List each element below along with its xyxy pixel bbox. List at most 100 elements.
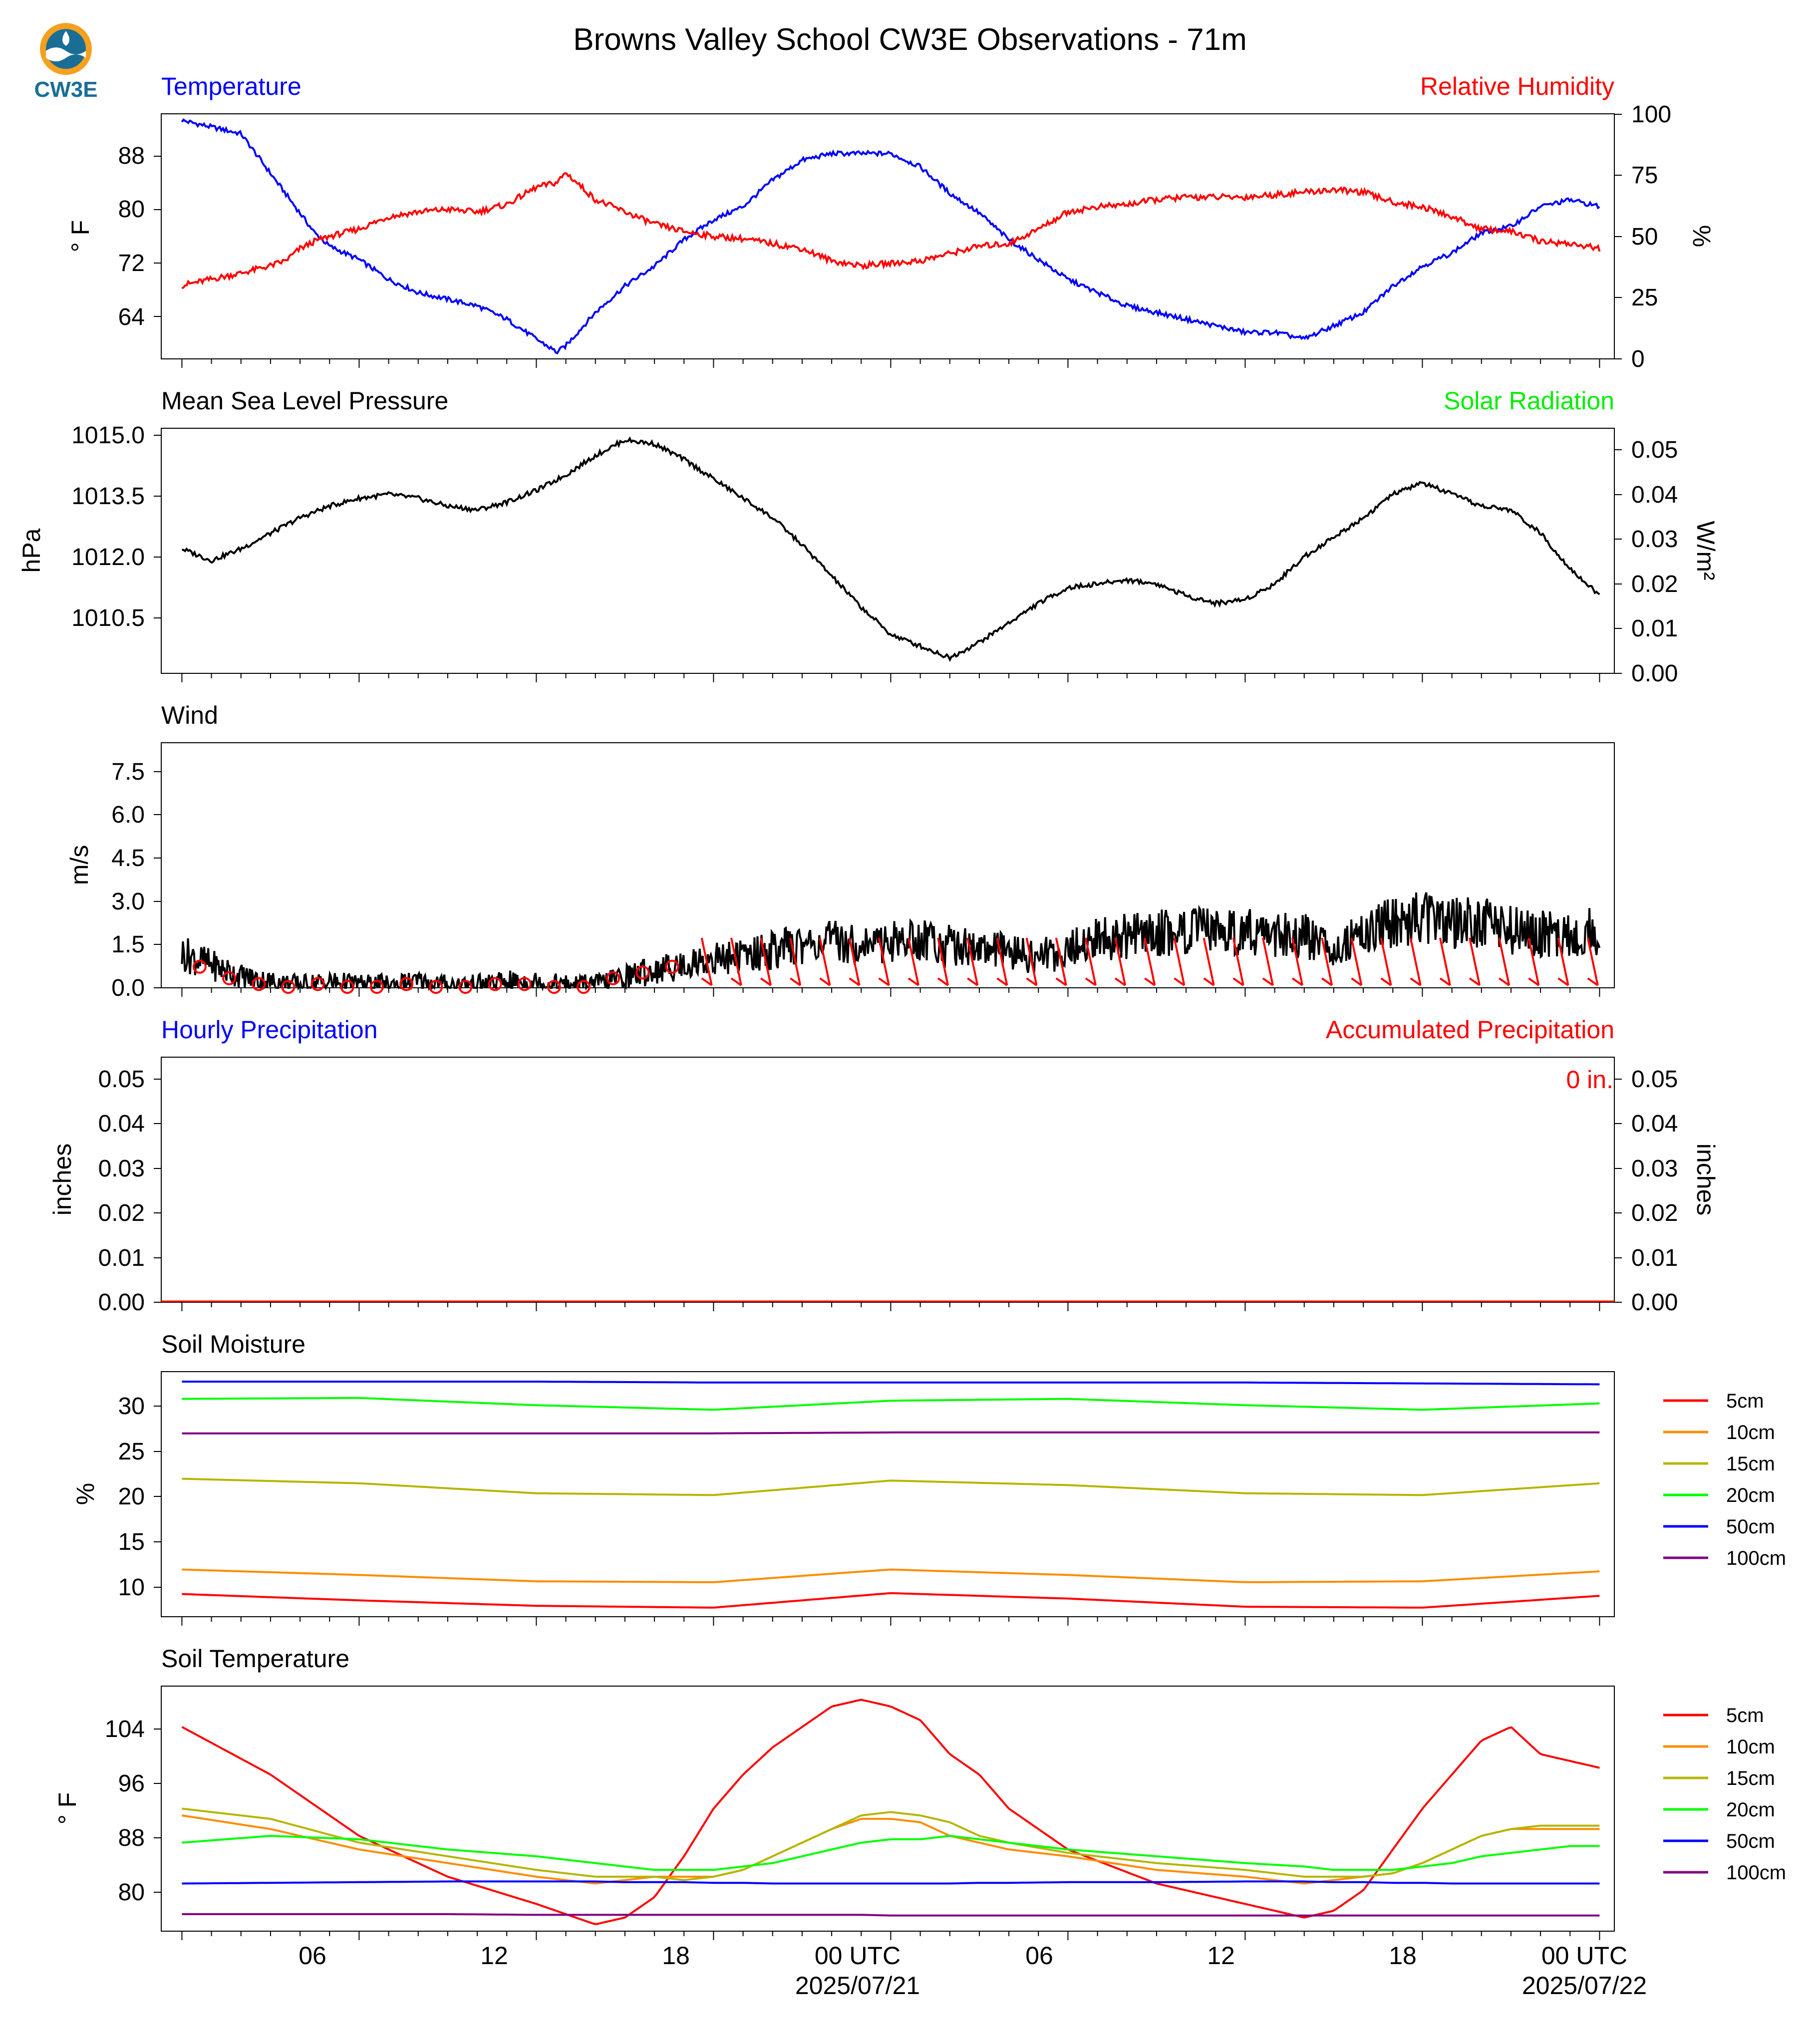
sm-tick-20: 20	[118, 1483, 145, 1510]
st-legend-10cm: 10cm	[1726, 1736, 1775, 1758]
wind-tick-4.5: 4.5	[111, 845, 145, 871]
soil-temp-plot-area	[161, 1686, 1615, 1932]
rh-tick-0: 0	[1631, 346, 1645, 372]
wind-barb	[1025, 937, 1038, 986]
wind-barb	[1527, 937, 1540, 986]
pressure-tick-1013.5: 1013.5	[71, 483, 145, 510]
wind-tick-1.5: 1.5	[111, 931, 145, 958]
precip-left-tick-0.05: 0.05	[98, 1066, 145, 1093]
wind-barb-calm	[665, 959, 679, 974]
rh-tick-25: 25	[1631, 285, 1658, 311]
temperature-title: Temperature	[161, 72, 302, 100]
sm-tick-15: 15	[118, 1529, 145, 1555]
wind-barb-calm	[192, 959, 207, 974]
wind-barb-calm	[340, 980, 354, 994]
wind-speed-line	[181, 892, 1601, 992]
wind-barb	[730, 937, 742, 986]
wind-barbs	[192, 937, 1599, 994]
wind-tick-3.0: 3.0	[111, 888, 145, 915]
time-tick-label: 06	[299, 1942, 326, 1970]
wind-barb	[1321, 937, 1333, 986]
pressure-tick-1010.5: 1010.5	[71, 605, 145, 631]
wind-barb	[1203, 937, 1215, 986]
wind-barb	[937, 937, 949, 986]
wind-tick-0.0: 0.0	[111, 975, 145, 1001]
st-tick-88: 88	[118, 1825, 145, 1851]
solar-tick-0.00: 0.00	[1631, 660, 1678, 687]
soil-temp-line-5cm	[181, 1699, 1600, 1925]
wind-title: Wind	[161, 701, 218, 729]
wind-barb	[1350, 937, 1363, 986]
soil-moisture-line-100cm	[182, 1431, 1600, 1435]
time-tick-label: 12	[480, 1942, 508, 1970]
panel-precipitation: Hourly Precipitation Accumulated Precipi…	[48, 1016, 1720, 1316]
solar-title: Solar Radiation	[1444, 387, 1614, 415]
st-tick-104: 104	[105, 1716, 145, 1742]
sm-legend-20cm: 20cm	[1726, 1484, 1775, 1506]
sm-legend-50cm: 50cm	[1726, 1516, 1775, 1538]
precip-left-tick-0.03: 0.03	[98, 1156, 145, 1182]
panel-soil-temperature: Soil Temperature ° F 80 88 96 104 5cm 10…	[53, 1645, 1786, 1940]
temp-tick-64: 64	[118, 304, 145, 330]
rh-title: Relative Humidity	[1420, 72, 1614, 100]
wind-barb-calm	[399, 977, 414, 991]
logo-wave-icon	[46, 47, 86, 61]
soil-moisture-line-5cm	[182, 1592, 1600, 1609]
wind-tick-6.0: 6.0	[111, 802, 145, 828]
soil-moisture-line-20cm	[182, 1397, 1600, 1411]
st-tick-96: 96	[118, 1770, 145, 1797]
wind-plot-area	[161, 742, 1615, 988]
solar-y-unit: W/m²	[1692, 521, 1720, 580]
solar-tick-0.05: 0.05	[1631, 437, 1678, 463]
solar-tick-0.01: 0.01	[1631, 615, 1678, 642]
wind-barb	[1114, 937, 1127, 986]
wind-barb-calm	[517, 977, 532, 991]
soil-moisture-plot-area	[161, 1371, 1615, 1617]
temperature-line	[181, 118, 1600, 354]
sm-legend-5cm: 5cm	[1726, 1390, 1764, 1412]
soil-moisture-y-unit: %	[71, 1483, 99, 1505]
temp-tick-88: 88	[118, 143, 145, 169]
panel-soil-moisture: Soil Moisture % 10 15 20 25 30 5cm 10cm …	[71, 1330, 1786, 1626]
precip-left-tick-0.01: 0.01	[98, 1245, 145, 1271]
wind-barb	[1232, 937, 1244, 986]
precip-right-unit: inches	[1692, 1144, 1720, 1216]
wind-barb	[1439, 937, 1451, 986]
wind-barb-calm	[252, 977, 266, 991]
soil-moisture-line-10cm	[182, 1568, 1600, 1583]
pressure-tick-1015.0: 1015.0	[71, 422, 145, 449]
time-axis-labels: 06 12 18 00 UTC 06 12 18 00 UTC 2025/07/…	[299, 1942, 1647, 2000]
rh-tick-50: 50	[1631, 224, 1658, 250]
soil-moisture-legend: 5cm 10cm 15cm 20cm 50cm 100cm	[1663, 1390, 1786, 1569]
wind-barb	[907, 937, 919, 986]
precip-left-tick-0.04: 0.04	[98, 1111, 145, 1137]
pressure-title: Mean Sea Level Pressure	[161, 387, 448, 415]
time-tick-label: 06	[1025, 1942, 1053, 1970]
precip-right-tick-0.01: 0.01	[1631, 1245, 1678, 1271]
temp-tick-72: 72	[118, 250, 145, 277]
wind-barb-calm	[458, 980, 473, 994]
pressure-y-unit: hPa	[17, 528, 45, 573]
time-tick-label: 00 UTC	[1541, 1942, 1627, 1970]
date-label-0722: 2025/07/22	[1522, 1972, 1647, 2000]
precip-right-tick-0.05: 0.05	[1631, 1066, 1678, 1093]
time-tick-label: 18	[662, 1942, 690, 1970]
sm-tick-25: 25	[118, 1439, 145, 1465]
figure-title: Browns Valley School CW3E Observations -…	[573, 22, 1247, 57]
panel-wind: Wind m/s 0.0 1.5 3.0 4.5 6.0 7.5	[65, 701, 1615, 1001]
logo-drop-icon	[62, 31, 69, 46]
soil-moisture-line-50cm	[182, 1381, 1600, 1386]
wind-barb	[1469, 937, 1481, 986]
wind-barb	[878, 937, 890, 986]
wind-barb	[1055, 937, 1067, 986]
sm-legend-15cm: 15cm	[1726, 1453, 1775, 1475]
accum-precip-title: Accumulated Precipitation	[1326, 1016, 1614, 1044]
time-tick-label: 00 UTC	[815, 1942, 901, 1970]
sm-legend-100cm: 100cm	[1726, 1547, 1786, 1569]
hourly-precip-title: Hourly Precipitation	[161, 1016, 378, 1044]
wind-barb-calm	[635, 965, 650, 980]
soil-temp-line-20cm	[182, 1835, 1600, 1871]
precip-plot-area	[161, 1057, 1615, 1303]
wind-barb	[1380, 937, 1392, 986]
wind-barb	[1291, 937, 1304, 986]
